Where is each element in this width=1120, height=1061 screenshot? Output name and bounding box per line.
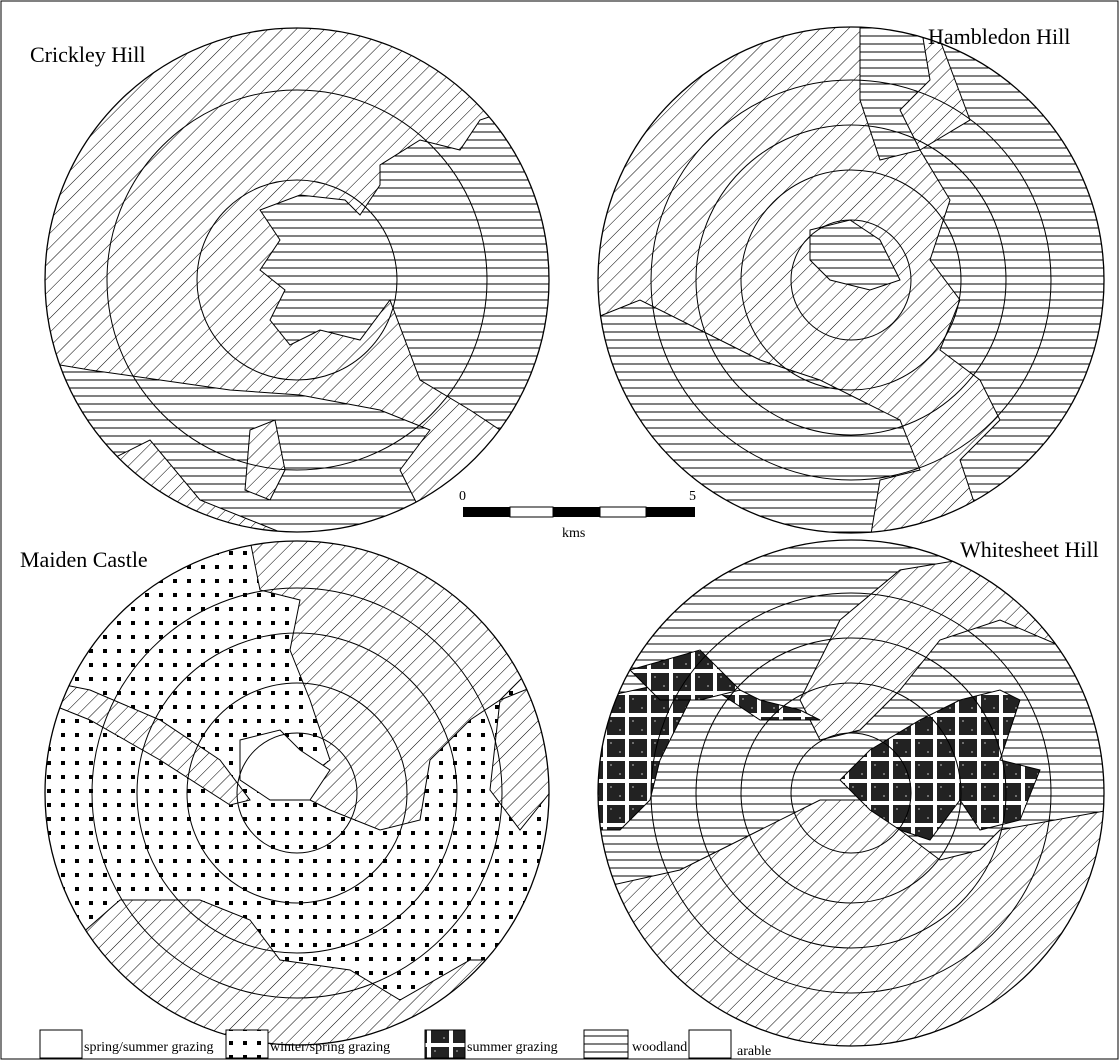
legend-label: spring/summer grazing [84, 1040, 213, 1055]
legend-label: summer grazing [467, 1040, 558, 1055]
site-title: Crickley Hill [30, 42, 145, 67]
legend-label: woodland [632, 1040, 687, 1055]
figure: Crickley Hill Hambledon Hill Maiden Cast… [0, 0, 1120, 1061]
legend-label: winter/spring grazing [270, 1040, 390, 1055]
site-title: Hambledon Hill [928, 24, 1070, 49]
site-title: Maiden Castle [20, 547, 148, 572]
legend-label: arable [737, 1044, 771, 1059]
scale-bar [463, 507, 695, 517]
scale-unit: kms [562, 526, 585, 541]
site-title: Whitesheet Hill [960, 537, 1099, 562]
scale-start: 0 [459, 489, 466, 504]
scale-end: 5 [689, 489, 696, 504]
